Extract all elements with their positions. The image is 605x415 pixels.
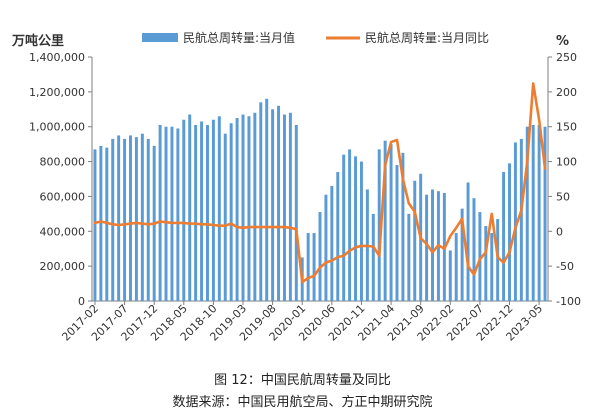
legend-bar-swatch xyxy=(142,33,178,42)
left-tick-label: 1,000,000 xyxy=(29,121,85,134)
bar xyxy=(502,172,506,301)
bar xyxy=(395,165,399,301)
bar xyxy=(324,194,328,301)
bar xyxy=(330,185,334,301)
left-tick-label: 200,000 xyxy=(40,260,86,273)
bar xyxy=(229,123,233,301)
bar xyxy=(377,149,381,301)
bar xyxy=(259,102,263,301)
right-tick-label: -50 xyxy=(556,260,574,273)
bar xyxy=(484,226,488,301)
bar xyxy=(460,208,464,301)
bar xyxy=(513,142,517,301)
left-tick-label: 1,400,000 xyxy=(29,51,85,64)
bar xyxy=(129,135,132,301)
bar xyxy=(525,126,529,301)
bar xyxy=(472,198,476,301)
bar xyxy=(312,233,316,301)
right-tick-label: 250 xyxy=(556,51,577,64)
bar xyxy=(543,126,547,301)
yoy-line xyxy=(93,82,547,284)
bar xyxy=(206,124,209,301)
bar xyxy=(478,212,482,301)
bar xyxy=(371,213,375,301)
right-tick-label: -100 xyxy=(556,295,581,308)
bar xyxy=(306,233,310,301)
bar xyxy=(389,144,393,301)
bar xyxy=(401,152,405,301)
bar xyxy=(253,112,257,302)
bar xyxy=(93,149,97,301)
bar xyxy=(170,126,174,301)
bar xyxy=(123,138,127,301)
bar xyxy=(247,116,251,301)
bar xyxy=(448,250,452,301)
bar xyxy=(211,119,215,301)
bar xyxy=(235,118,239,301)
bar xyxy=(200,121,204,301)
bar xyxy=(288,112,292,302)
right-tick-label: 100 xyxy=(556,156,577,169)
bar xyxy=(146,138,150,301)
bar xyxy=(431,189,434,301)
bar xyxy=(294,124,298,301)
bar xyxy=(194,124,198,301)
left-tick-label: 400,000 xyxy=(40,225,86,238)
bar xyxy=(336,172,340,301)
bar xyxy=(354,156,358,301)
legend-line-label: 民航总周转量:当月同比 xyxy=(365,30,489,45)
bar xyxy=(277,105,281,301)
bar xyxy=(188,114,192,301)
bar xyxy=(383,140,387,301)
bar xyxy=(318,212,322,301)
left-tick-label: 600,000 xyxy=(40,190,86,203)
bar xyxy=(117,135,121,301)
chart-container: 0 200,000 400,000 600,000 800,000 1,000,000 1,… xyxy=(11,30,581,344)
bar xyxy=(99,145,103,301)
bar xyxy=(425,194,429,301)
bar xyxy=(348,149,352,301)
chart-svg: 0 200,000 400,000 600,000 800,000 1,000,000 1,… xyxy=(11,30,581,344)
source-caption: 数据来源：中国民用航空局、方正中期研究院 xyxy=(172,395,433,410)
bar xyxy=(134,137,138,301)
bar xyxy=(176,128,180,301)
bar xyxy=(537,124,541,301)
bar xyxy=(282,114,286,301)
bar xyxy=(490,233,494,301)
left-unit-label: 万吨公里 xyxy=(11,33,64,49)
right-tick-label: 150 xyxy=(556,121,577,134)
bar xyxy=(105,147,109,301)
left-tick-label: 0 xyxy=(78,295,85,308)
bar xyxy=(407,213,411,301)
bar xyxy=(111,138,115,301)
bar xyxy=(359,161,363,301)
bar xyxy=(342,154,346,301)
right-tick-label: 50 xyxy=(556,190,570,203)
bar xyxy=(164,126,168,301)
left-tick-label: 1,200,000 xyxy=(29,86,85,99)
bar xyxy=(217,116,221,301)
bar xyxy=(182,119,186,301)
bar xyxy=(496,219,500,301)
legend-bar-label: 民航总周转量:当月值 xyxy=(183,30,295,45)
bars-group xyxy=(93,98,547,302)
bar xyxy=(519,138,523,301)
bar xyxy=(158,124,162,301)
bar xyxy=(466,182,470,301)
line-group xyxy=(93,82,547,284)
bar xyxy=(413,180,417,301)
bar xyxy=(223,133,227,301)
bar xyxy=(508,163,511,301)
bar xyxy=(265,98,269,301)
bar xyxy=(241,114,245,301)
right-unit-label: % xyxy=(556,34,569,49)
bar xyxy=(531,124,535,301)
bar xyxy=(454,233,458,301)
bar xyxy=(140,133,144,301)
right-tick-label: 200 xyxy=(556,86,577,99)
bar xyxy=(271,109,275,302)
figure-caption: 图 12：中国民航周转量及同比 xyxy=(214,373,391,388)
left-tick-label: 800,000 xyxy=(40,156,86,169)
right-tick-label: 0 xyxy=(556,225,563,238)
